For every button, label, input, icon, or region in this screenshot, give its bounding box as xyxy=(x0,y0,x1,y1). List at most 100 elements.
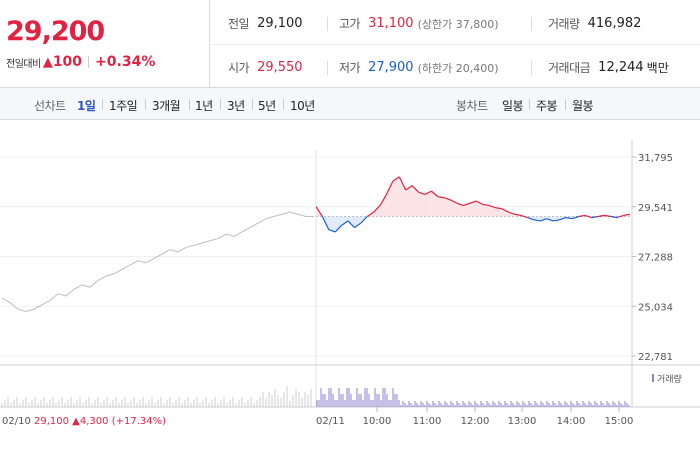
period-3m[interactable]: 3개월 xyxy=(152,99,181,113)
stat-sub: (상한가 37,800) xyxy=(417,17,499,31)
stat-label: 저가 xyxy=(339,61,361,75)
price-summary: 29,200 전일대비 ▲ 100 +0.34% xyxy=(0,0,210,88)
toolbar-divider xyxy=(189,99,190,110)
today-line-segment xyxy=(411,185,419,193)
stat-high: 고가 31,100 (상한가 37,800) xyxy=(339,15,499,32)
volume-legend-swatch xyxy=(652,374,654,382)
candle-monthly[interactable]: 월봉 xyxy=(572,99,594,113)
x-time-label: 15:00 xyxy=(605,416,634,427)
today-line-segment xyxy=(616,214,624,219)
change-label: 전일대비 xyxy=(6,58,41,70)
period-10y[interactable]: 10년 xyxy=(290,99,315,113)
candle-chart-label: 봉차트 xyxy=(456,99,488,113)
today-line-segment xyxy=(405,185,413,191)
candle-weekly[interactable]: 주봉 xyxy=(536,99,558,113)
volume-legend-label: 거래량 xyxy=(657,373,682,385)
today-line-segment xyxy=(546,218,554,222)
today-fill-segment xyxy=(405,185,413,217)
stat-value: 29,100 xyxy=(257,16,303,31)
today-fill-segment xyxy=(482,204,490,217)
today-line-segment xyxy=(334,224,343,233)
today-line-segment xyxy=(450,199,458,204)
xlabel-layer: 02/10 29,100 ▲4,300 (+17.34%) 02/11 10:00 11… xyxy=(2,407,633,427)
change-divider xyxy=(88,56,90,68)
today-line-segment xyxy=(347,220,355,228)
stat-volume: 거래량 416,982 xyxy=(548,15,641,32)
prev-day-up-icon: ▲ xyxy=(72,416,80,427)
stat-low: 저가 27,900 (하한가 20,400) xyxy=(339,59,499,76)
today-line-segment xyxy=(341,220,349,226)
quote-header: 29,200 전일대비 ▲ 100 +0.34% 전일 29,100 고가 31… xyxy=(0,0,700,88)
stat-unit: 백만 xyxy=(646,61,669,75)
today-fill-segment xyxy=(418,192,425,217)
price-chart: 31,795 29,541 27,288 25,034 22,781 거래량 02/10… xyxy=(0,120,700,450)
x-time-label: 14:00 xyxy=(557,416,586,427)
line-layer xyxy=(1,176,631,312)
today-line-segment xyxy=(520,214,528,219)
period-1y[interactable]: 1년 xyxy=(195,99,213,113)
x-time-label: 13:00 xyxy=(508,416,537,427)
change-value: 100 xyxy=(52,54,83,70)
today-line-segment xyxy=(366,211,375,217)
period-3y[interactable]: 3년 xyxy=(227,99,245,113)
today-line-segment xyxy=(591,215,599,219)
stat-divider xyxy=(327,61,328,75)
up-triangle-icon: ▲ xyxy=(42,54,53,70)
toolbar-divider xyxy=(529,99,530,110)
change-row: 전일대비 ▲ 100 +0.34% xyxy=(6,54,155,70)
today-line-segment xyxy=(430,190,439,198)
today-line-segment xyxy=(584,214,592,219)
today-line-segment xyxy=(553,219,560,222)
today-line-segment xyxy=(533,219,541,222)
period-1d[interactable]: 1일 xyxy=(77,99,96,113)
today-fill-segment xyxy=(392,176,400,217)
today-fill-segment xyxy=(450,199,457,217)
y-tick-label: 29,541 xyxy=(638,203,673,214)
today-fill-segment xyxy=(348,216,355,228)
stat-value: 29,550 xyxy=(257,60,303,75)
today-line-segment xyxy=(379,194,388,206)
today-fill-segment xyxy=(463,203,470,217)
today-line-segment xyxy=(398,176,407,191)
today-fill-segment xyxy=(328,216,336,232)
current-price: 29,200 xyxy=(6,16,105,47)
today-line-segment xyxy=(463,202,470,207)
prev-day-line xyxy=(1,211,314,312)
today-line-segment xyxy=(328,229,336,233)
today-line-segment xyxy=(443,197,451,201)
y-tick-label: 25,034 xyxy=(638,302,673,313)
chart-svg: 31,795 29,541 27,288 25,034 22,781 거래량 02/10… xyxy=(0,140,700,427)
stat-value: 416,982 xyxy=(587,16,642,31)
period-1w[interactable]: 1주일 xyxy=(109,99,138,113)
stat-sub: (하한가 20,400) xyxy=(417,61,499,75)
ytick-layer: 31,795 29,541 27,288 25,034 22,781 xyxy=(638,153,673,363)
line-chart-label: 선차트 xyxy=(34,99,66,113)
today-fill-segment xyxy=(431,191,438,217)
today-line-segment xyxy=(418,191,426,195)
grid-layer xyxy=(0,140,700,408)
stat-value: 31,100 xyxy=(368,16,414,31)
change-percent: +0.34% xyxy=(95,54,156,70)
today-line-segment xyxy=(540,218,547,222)
stat-divider xyxy=(531,17,532,31)
today-line-segment xyxy=(527,217,535,221)
stat-divider xyxy=(327,17,328,31)
candle-daily[interactable]: 일봉 xyxy=(502,99,524,113)
stat-open: 시가 29,550 xyxy=(228,59,303,76)
volume-layer: 거래량 xyxy=(1,373,682,407)
today-fill-segment xyxy=(489,205,496,217)
today-line-segment xyxy=(437,196,445,199)
stat-amount: 거래대금 12,244 백만 xyxy=(548,59,669,76)
prev-day-percent: (+17.34%) xyxy=(112,416,166,427)
period-5y[interactable]: 5년 xyxy=(258,99,276,113)
stat-divider xyxy=(531,61,532,75)
today-line-segment xyxy=(597,214,605,218)
today-line-segment xyxy=(475,200,483,205)
toolbar-divider xyxy=(252,99,253,110)
today-fill-segment xyxy=(341,216,349,226)
today-line-segment xyxy=(373,205,381,213)
today-fill-segment xyxy=(386,181,393,217)
y-tick-label: 27,288 xyxy=(638,253,673,264)
today-line-segment xyxy=(514,213,522,216)
fill-layer xyxy=(316,176,630,232)
